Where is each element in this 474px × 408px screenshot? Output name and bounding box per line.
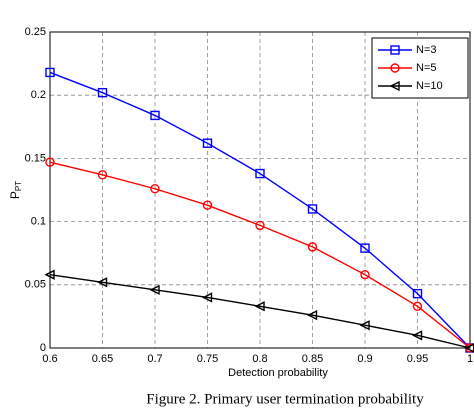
x-tick-label: 0.9 [357,353,372,365]
marker [255,220,265,231]
y-tick-label: 0.2 [31,89,46,101]
y-tick-label: 0.15 [25,152,46,164]
y-tick-label: 0 [40,342,46,354]
marker [150,110,160,121]
y-tick-label: 0.1 [31,216,46,228]
x-tick-label: 0.65 [92,353,113,365]
marker [149,284,160,295]
x-tick-label: 0.8 [252,353,267,365]
marker [96,277,108,288]
x-tick-label: 0.95 [407,353,428,365]
figure-caption: Figure 2. Primary user termination proba… [146,391,424,407]
marker [97,87,108,98]
y-tick-label: 0.25 [25,26,46,38]
marker [412,288,423,299]
legend-label: N=5 [416,62,437,74]
x-tick-label: 1 [467,353,473,365]
marker [307,204,318,214]
marker [306,310,318,321]
series-line [49,161,471,349]
plot-frame [49,31,471,349]
marker [44,269,55,280]
marker [360,243,370,253]
y-tick-label: 0.05 [25,279,46,291]
y-axis-label-main: P [8,191,22,199]
marker [359,320,370,331]
marker [45,67,55,78]
marker [411,330,423,341]
marker [254,301,265,312]
marker [389,80,400,92]
y-axis-label: PPT [8,181,23,199]
x-tick-label: 0.6 [42,353,57,365]
marker [255,168,265,179]
marker [464,343,474,353]
x-tick-label: 0.75 [197,353,218,365]
legend-label: N=10 [416,80,443,92]
marker [201,292,213,303]
marker [150,184,160,194]
marker [202,138,213,148]
x-axis-label: Detection probability [228,367,328,379]
series-line [49,273,471,349]
marker [412,301,423,311]
series-line [49,71,471,349]
marker [45,157,55,167]
marker [390,63,400,73]
marker [360,269,370,280]
y-axis-label-sub: PT [14,181,23,191]
marker [97,170,108,180]
legend-label: N=3 [416,44,437,56]
x-tick-label: 0.85 [302,353,323,365]
marker [202,200,213,210]
marker [307,242,318,252]
marker [390,45,400,55]
x-tick-label: 0.7 [147,353,162,365]
